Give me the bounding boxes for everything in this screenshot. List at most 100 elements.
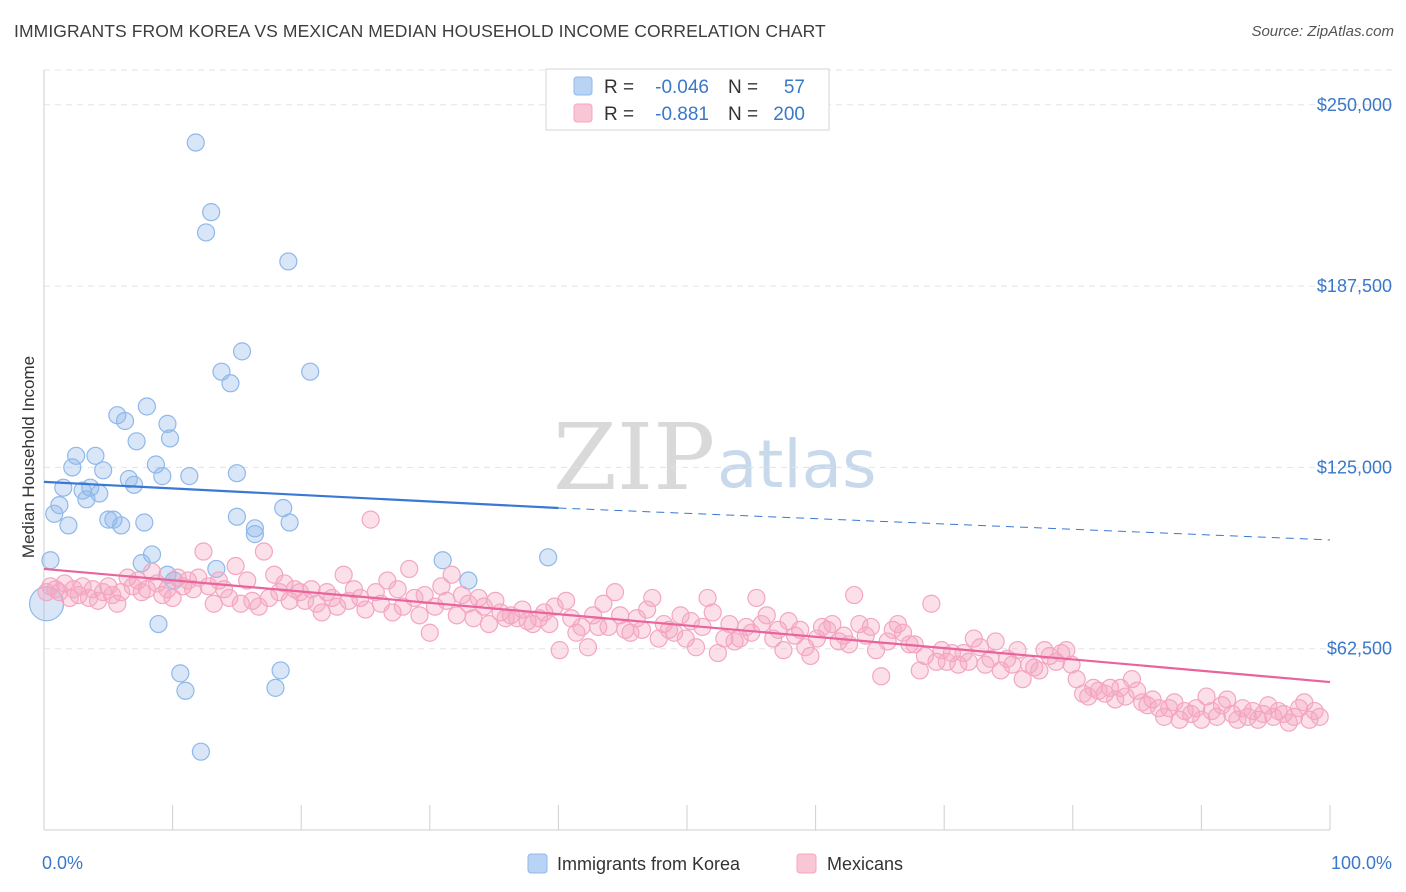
mexicans-point: [812, 617, 832, 637]
mexicans-point: [1160, 699, 1179, 718]
mexicans-point: [73, 577, 92, 596]
y-tick-labels: $250,000 $187,500 $125,000 $62,500: [1317, 95, 1392, 659]
source-label: Source: ZipAtlas.com: [1251, 23, 1394, 40]
mexicans-point: [1228, 710, 1247, 729]
legend-r-label-1: R =: [604, 77, 634, 98]
korea-point: [50, 496, 69, 515]
korea-point: [41, 551, 60, 570]
mexicans-point: [991, 661, 1010, 680]
bottom-legend-label-korea: Immigrants from Korea: [557, 854, 741, 874]
mexicans-point: [725, 632, 744, 651]
mexicans-point: [328, 597, 347, 616]
legend-n-value-1: 57: [784, 77, 805, 98]
korea-point: [59, 516, 78, 535]
korea-point: [94, 461, 113, 480]
mexicans-point: [643, 588, 662, 608]
korea-point: [142, 545, 162, 564]
mexicans-point: [584, 606, 603, 625]
mexicans-point: [383, 603, 402, 622]
bottom-legend-label-mexicans: Mexicans: [827, 854, 903, 874]
mexicans-point: [108, 594, 127, 613]
mexicans-point: [83, 580, 102, 599]
mexicans-point: [922, 594, 941, 613]
legend-box: [545, 68, 830, 131]
mexicans-point: [400, 559, 419, 579]
mexicans-point: [356, 600, 375, 619]
legend-swatch-mexicans: [573, 103, 593, 123]
mexicans-point: [659, 620, 679, 639]
mexicans-point: [1310, 707, 1329, 726]
korea-point: [171, 664, 190, 683]
korea-point: [146, 455, 165, 474]
mexicans-point: [220, 588, 239, 608]
mexicans-point: [1305, 701, 1324, 721]
watermark-zip: ZIP: [553, 404, 715, 511]
mexicans-point: [163, 588, 182, 608]
korea-point: [207, 559, 226, 579]
mexicans-point: [153, 585, 172, 605]
mexicans-point: [959, 652, 978, 671]
korea-point: [86, 446, 105, 465]
legend-r-value-1: -0.046: [655, 77, 709, 98]
mexicans-point: [388, 580, 407, 599]
mexicans-point: [1202, 701, 1221, 721]
mexicans-point: [1170, 710, 1189, 729]
mexicans-point: [231, 594, 250, 613]
mexicans-point: [1030, 661, 1049, 680]
mexicans-point: [41, 577, 60, 596]
watermark-atlas: atlas: [717, 426, 877, 503]
trend-lines: [43, 480, 1331, 684]
legend-n-value-2: 200: [773, 104, 805, 125]
mexicans-point: [861, 617, 880, 637]
korea-trend-line: [43, 480, 559, 510]
mexicans-point: [703, 603, 722, 622]
mexicans-point: [184, 580, 203, 599]
mexicans-point: [927, 652, 946, 671]
legend-n-label-1: N =: [728, 77, 758, 98]
korea-point: [137, 397, 156, 416]
mexicans-point: [1207, 707, 1226, 726]
bottom-legend-swatch-korea: [527, 853, 548, 874]
mexicans-point: [254, 542, 274, 561]
mexicans-point: [1025, 658, 1044, 677]
mexicans-point: [238, 571, 257, 590]
mexicans-point: [638, 600, 657, 619]
mexicans-point: [747, 588, 766, 608]
mexicans-point: [142, 562, 162, 581]
mexicans-point: [1223, 704, 1242, 724]
mexicans-point: [1238, 707, 1257, 726]
mexicans-point: [932, 641, 951, 660]
mexicans-point: [334, 565, 353, 584]
mexicans-point: [937, 652, 956, 671]
korea-point: [45, 504, 64, 523]
korea-point: [119, 469, 138, 489]
mexicans-point: [518, 612, 537, 631]
mexicans-point: [986, 632, 1005, 651]
korea-point: [245, 519, 265, 538]
mexicans-point: [415, 585, 434, 605]
mexicans-point: [1187, 699, 1206, 718]
korea-point: [227, 507, 246, 526]
mexicans-point: [1100, 678, 1120, 697]
y-axis-label: Median Household Income: [19, 356, 38, 558]
mexicans-point: [850, 614, 869, 634]
korea-point: [279, 252, 298, 271]
mexicans-point: [1133, 693, 1152, 712]
mexicans-point: [686, 638, 706, 657]
mexicans-point: [872, 667, 891, 686]
mexicans-point: [550, 641, 569, 660]
korea-point: [180, 467, 199, 486]
legend-r-value-2: -0.881: [655, 104, 709, 125]
mexicans-point: [1155, 707, 1174, 726]
mexicans-point: [823, 614, 842, 634]
mexicans-point: [204, 594, 223, 613]
mexicans-point: [275, 574, 294, 593]
korea-point: [127, 432, 146, 451]
mexicans-point: [757, 606, 776, 625]
mexicans-point: [845, 585, 864, 605]
korea-point: [245, 525, 265, 544]
korea-point: [63, 458, 82, 477]
mexicans-point: [194, 542, 213, 561]
korea-point: [67, 446, 86, 465]
korea-point: [186, 133, 205, 152]
